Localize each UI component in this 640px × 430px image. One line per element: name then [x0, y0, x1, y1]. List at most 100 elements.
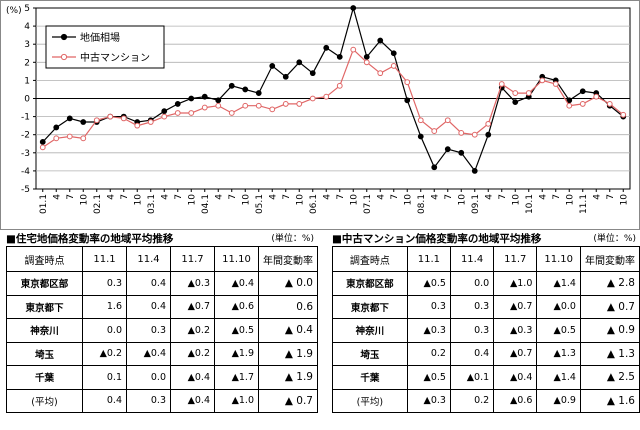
data-point — [566, 97, 573, 104]
data-point — [444, 117, 451, 124]
legend-marker-2 — [60, 53, 68, 61]
condo-price-table-unit: (単位：%) — [593, 234, 636, 244]
data-point — [498, 81, 505, 87]
legend-box — [45, 25, 165, 69]
value-cell: 0.4 — [126, 294, 171, 319]
x-tick-label: 4 — [538, 194, 548, 200]
value-cell: ▲0.4 — [493, 365, 538, 390]
table-header-cell: 調査時点 — [6, 246, 83, 272]
region-name-cell: 東京都下 — [332, 294, 408, 319]
x-tick-label: 10 — [565, 194, 575, 206]
data-point — [350, 46, 357, 53]
data-point — [228, 110, 235, 116]
y-tick-label: -4 — [21, 167, 30, 177]
value-cell: 0.2 — [406, 341, 451, 366]
table-header-cell: 年間変動率 — [579, 246, 640, 272]
y-tick-label: -3 — [21, 149, 30, 159]
data-point — [242, 86, 249, 93]
x-tick-label: 10 — [295, 194, 305, 206]
data-point — [336, 53, 343, 60]
data-point — [485, 120, 492, 127]
data-point — [39, 144, 46, 151]
land-price-table-title-text: ■住宅地価格変動率の地域平均推移 — [6, 233, 174, 245]
data-point — [134, 122, 141, 129]
table-header-cell: 11.4 — [126, 246, 171, 272]
land-price-table-title: ■住宅地価格変動率の地域平均推移 (単位：%) — [6, 232, 318, 246]
value-cell: 0.0 — [449, 271, 495, 296]
x-tick-label: 09.1 — [471, 194, 481, 214]
value-cell: ▲0.2 — [82, 341, 127, 366]
x-tick-label: 10 — [79, 194, 89, 206]
data-point — [215, 97, 222, 104]
table-header-cell: 年間変動率 — [258, 246, 318, 272]
value-cell: ▲0.4 — [170, 388, 215, 413]
data-point — [390, 50, 397, 57]
value-cell: ▲1.4 — [536, 271, 581, 296]
data-point — [255, 90, 262, 96]
x-tick-label: 04.1 — [201, 194, 211, 214]
value-cell: 0.3 — [449, 294, 495, 319]
data-point — [147, 119, 154, 125]
value-cell: ▲0.7 — [493, 294, 538, 319]
data-point — [93, 117, 100, 124]
y-tick-label: 2 — [24, 58, 30, 68]
legend-label-2: 中古マンション — [80, 51, 150, 64]
y-tick-label: 5 — [24, 4, 30, 14]
region-name-cell: 東京都下 — [6, 294, 83, 319]
x-tick-label: 10 — [403, 194, 413, 206]
data-point — [471, 131, 478, 138]
x-tick-label: 11.1 — [579, 194, 589, 214]
value-cell: ▲0.5 — [536, 318, 581, 343]
table-header-cell: 11.10 — [214, 246, 259, 272]
x-tick-label: 7 — [228, 194, 238, 200]
data-point — [282, 73, 289, 80]
value-cell: ▲0.6 — [214, 294, 259, 319]
table-header-row: 調査時点 11.1 11.4 11.7 11.10 年間変動率 — [6, 246, 318, 272]
data-point — [350, 5, 357, 11]
region-name-cell: 神奈川 — [332, 318, 408, 343]
value-cell: ▲0.2 — [170, 318, 215, 343]
x-tick-label: 4 — [430, 194, 440, 200]
table-row: (平均) 0.4 0.3 ▲0.4 ▲1.0 ▲ 0.7 — [6, 388, 318, 413]
data-point — [417, 117, 424, 124]
y-tick-label: 1 — [24, 76, 30, 86]
value-cell: ▲0.5 — [406, 271, 451, 296]
value-cell: 0.3 — [449, 318, 495, 343]
data-point — [215, 102, 222, 109]
value-cell: 0.4 — [449, 341, 495, 366]
x-tick-label: 4 — [160, 194, 170, 200]
x-tick-label: 7 — [120, 194, 130, 200]
y-tick-label: -1 — [21, 113, 30, 123]
data-point — [188, 110, 195, 116]
value-cell: ▲0.5 — [214, 318, 259, 343]
condo-price-table-panel: ■中古マンション価格変動率の地域平均推移 (単位：%) 調査時点 11.1 11.4… — [332, 232, 640, 413]
table-row: 東京都下 1.6 0.4 ▲0.7 ▲0.6 0.6 — [6, 294, 318, 319]
data-point — [431, 164, 438, 171]
table-header-cell: 11.4 — [449, 246, 495, 272]
x-tick-label: 4 — [322, 194, 332, 200]
value-cell: ▲ 0.0 — [258, 271, 318, 296]
x-tick-label: 10 — [511, 194, 521, 206]
value-cell: ▲1.0 — [214, 388, 259, 413]
data-point — [363, 59, 370, 66]
value-cell: ▲0.3 — [406, 318, 451, 343]
legend-marker-1 — [60, 33, 68, 41]
data-point — [53, 124, 60, 131]
value-cell: 0.3 — [126, 318, 171, 343]
y-tick-label: 0 — [24, 95, 30, 105]
x-tick-label: 10 — [457, 194, 467, 206]
data-point — [363, 53, 370, 60]
x-tick-label: 7 — [552, 194, 562, 200]
value-cell: ▲0.4 — [126, 341, 171, 366]
table-header-cell: 11.1 — [406, 246, 451, 272]
value-cell: ▲0.7 — [493, 341, 538, 366]
data-point — [404, 97, 411, 104]
data-point — [201, 104, 208, 111]
value-cell: 0.3 — [126, 388, 171, 413]
value-cell: ▲0.3 — [406, 388, 451, 413]
table-row: 神奈川 0.0 0.3 ▲0.2 ▲0.5 ▲ 0.4 — [6, 318, 318, 343]
region-name-cell: (平均) — [6, 388, 83, 413]
data-point — [188, 95, 195, 102]
data-point — [606, 101, 613, 107]
